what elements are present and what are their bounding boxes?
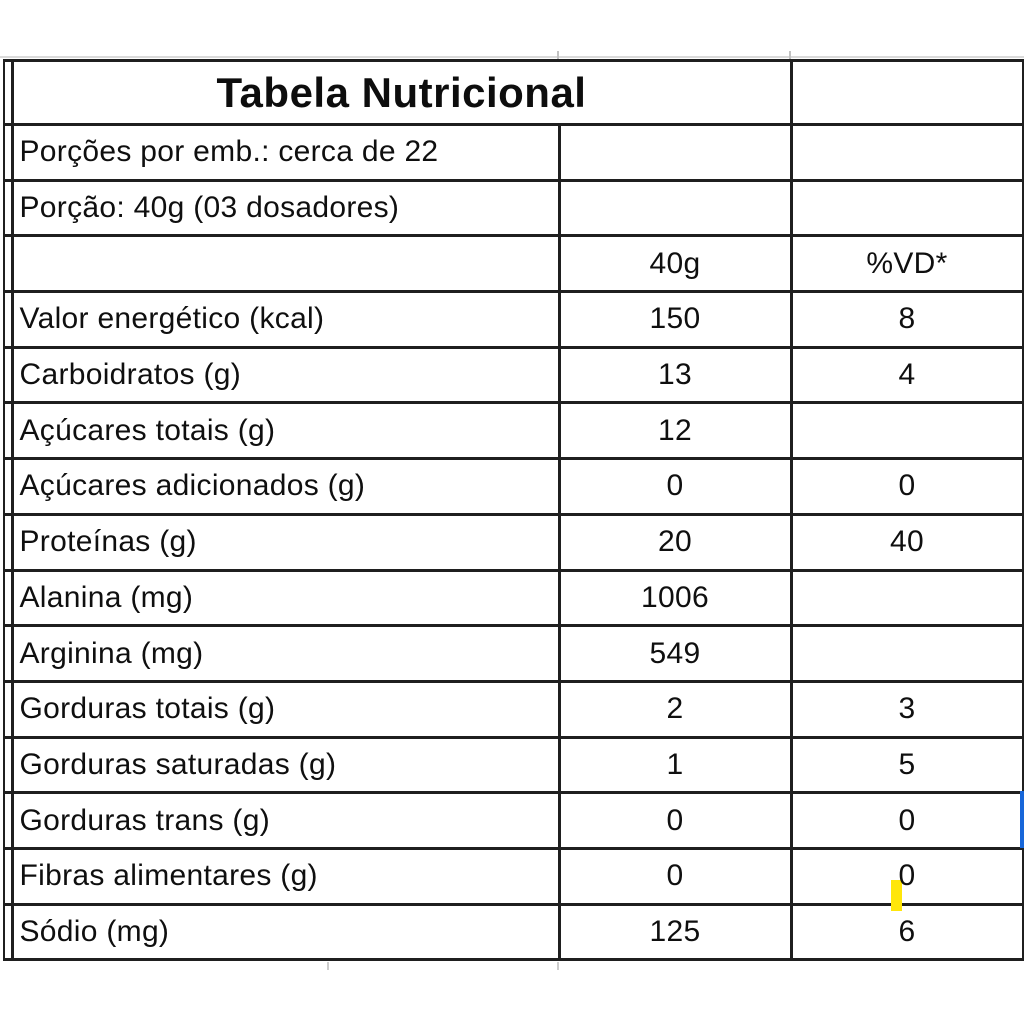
column-header-row: 40g %VD* [3, 234, 1024, 294]
nutrient-label: Fibras alimentares (g) [10, 846, 561, 906]
nutrient-label: Valor energético (kcal) [10, 290, 561, 349]
nutrient-label: Gorduras saturadas (g) [10, 735, 561, 795]
dv-value: 0 [789, 846, 1024, 906]
gutter-cell [3, 401, 14, 461]
gridline-stub [557, 51, 559, 59]
gutter-cell [3, 902, 14, 962]
gutter-cell [3, 457, 14, 516]
gridline-stub [557, 962, 559, 970]
dv-value: 0 [789, 457, 1024, 516]
empty-cell [789, 59, 1024, 126]
dv-value [789, 624, 1024, 683]
gutter-cell [3, 512, 14, 572]
amount-value: 125 [557, 902, 793, 962]
gridline-stub [327, 962, 329, 970]
amount-value: 12 [557, 401, 793, 461]
gutter-cell [3, 568, 14, 628]
header-label-cell [10, 234, 561, 294]
gutter-cell [3, 123, 14, 182]
servings-label: Porções por emb.: cerca de 22 [10, 123, 561, 182]
amount-value: 150 [557, 290, 793, 349]
nutrient-label: Alanina (mg) [10, 568, 561, 628]
amount-value: 0 [557, 846, 793, 906]
table-row: Valor energético (kcal) 150 8 [3, 290, 1024, 349]
dv-value: 8 [789, 290, 1024, 349]
dv-value [789, 401, 1024, 461]
nutrient-label: Arginina (mg) [10, 624, 561, 683]
table-row: Gorduras trans (g) 0 0 [3, 791, 1024, 850]
nutrient-label: Proteínas (g) [10, 512, 561, 572]
table-row: Proteínas (g) 20 40 [3, 512, 1024, 572]
dv-value: 6 [789, 902, 1024, 962]
amount-value: 549 [557, 624, 793, 683]
column-header-dv: %VD* [789, 234, 1024, 294]
gutter-cell [3, 735, 14, 795]
column-header-amount: 40g [557, 234, 793, 294]
table-row: Gorduras saturadas (g) 1 5 [3, 735, 1024, 795]
table-row: Fibras alimentares (g) 0 0 [3, 846, 1024, 906]
sheet-gridline [0, 56, 1024, 58]
table-row: Gorduras totais (g) 2 3 [3, 679, 1024, 739]
gutter-cell [3, 345, 14, 405]
table-row: Açúcares totais (g) 12 [3, 401, 1024, 461]
portion-label: Porção: 40g (03 dosadores) [10, 178, 561, 238]
amount-value: 0 [557, 457, 793, 516]
dv-value: 4 [789, 345, 1024, 405]
dv-value: 40 [789, 512, 1024, 572]
gutter-cell [3, 846, 14, 906]
gutter-cell [3, 59, 14, 126]
info-row-portion: Porção: 40g (03 dosadores) [3, 178, 1024, 238]
empty-cell [789, 178, 1024, 238]
empty-cell [789, 123, 1024, 182]
cell-selection-highlight [1020, 791, 1024, 848]
dv-value: 5 [789, 735, 1024, 795]
text-caret [891, 880, 902, 911]
table-row: Açúcares adicionados (g) 0 0 [3, 457, 1024, 516]
page-title: Tabela Nutricional [10, 59, 793, 126]
table-row: Carboidratos (g) 13 4 [3, 345, 1024, 405]
amount-value: 1006 [557, 568, 793, 628]
empty-cell [557, 178, 793, 238]
gutter-cell [3, 178, 14, 238]
amount-value: 20 [557, 512, 793, 572]
table-row: Alanina (mg) 1006 [3, 568, 1024, 628]
title-row: Tabela Nutricional [3, 59, 1024, 126]
gridline-stub [789, 51, 791, 59]
nutrient-label: Carboidratos (g) [10, 345, 561, 405]
nutrient-label: Gorduras totais (g) [10, 679, 561, 739]
nutrient-label: Gorduras trans (g) [10, 791, 561, 850]
dv-value [789, 568, 1024, 628]
dv-value: 0 [789, 791, 1024, 850]
nutrition-table: Tabela Nutricional Porções por emb.: cer… [3, 59, 1024, 962]
amount-value: 13 [557, 345, 793, 405]
gutter-cell [3, 290, 14, 349]
gutter-cell [3, 679, 14, 739]
amount-value: 0 [557, 791, 793, 850]
table-row: Sódio (mg) 125 6 [3, 902, 1024, 962]
dv-value-text: 0 [898, 859, 916, 893]
amount-value: 1 [557, 735, 793, 795]
nutrient-label: Açúcares adicionados (g) [10, 457, 561, 516]
info-row-servings: Porções por emb.: cerca de 22 [3, 123, 1024, 182]
gutter-cell [3, 791, 14, 850]
empty-cell [557, 123, 793, 182]
amount-value: 2 [557, 679, 793, 739]
nutrient-label: Sódio (mg) [10, 902, 561, 962]
gutter-cell [3, 234, 14, 294]
dv-value: 3 [789, 679, 1024, 739]
table-row: Arginina (mg) 549 [3, 624, 1024, 683]
gutter-cell [3, 624, 14, 683]
nutrient-label: Açúcares totais (g) [10, 401, 561, 461]
